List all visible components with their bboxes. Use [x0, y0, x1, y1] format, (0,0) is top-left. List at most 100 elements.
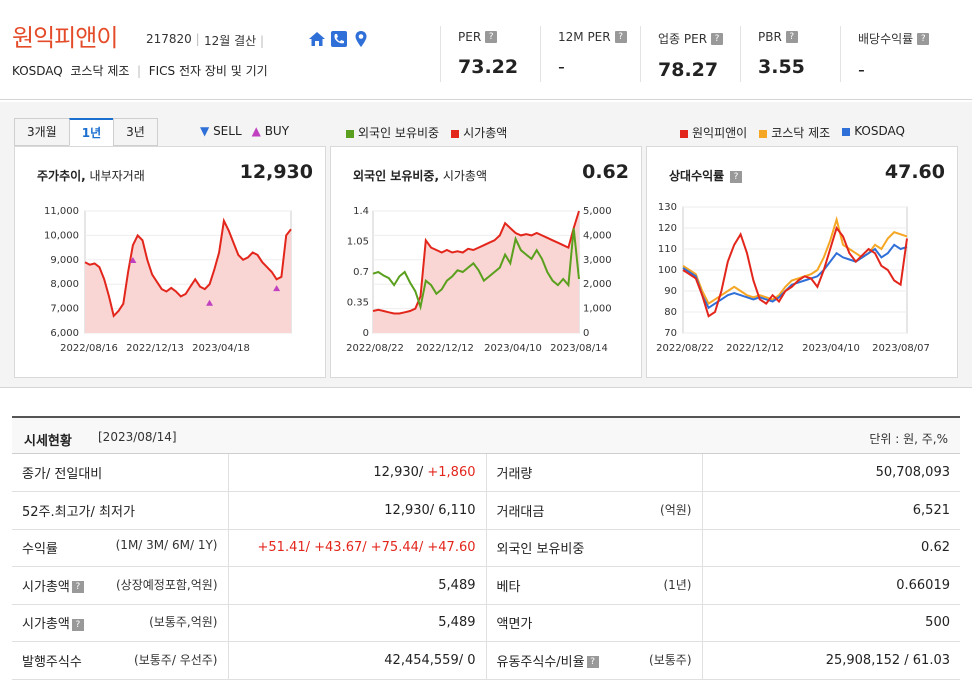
- y-left-tick-label: 1.05: [347, 237, 369, 248]
- help-icon[interactable]: ?: [586, 656, 599, 669]
- y-tick-label: 8,000: [50, 279, 79, 290]
- y-tick-label: 130: [658, 202, 677, 213]
- table-row: 52주.최고가/ 최저가 12,930/ 6,110 거래대금 (억원) 6,521: [12, 491, 960, 530]
- price-panel: 주가추이, 내부자거래 12,930 11,000 10,000 9,000 8,00…: [14, 146, 326, 378]
- foreign-panel: 외국인 보유비중, 시가총액 0.62 1.4 1.05 0.7 0.35 0 5,000…: [330, 146, 642, 378]
- y-tick-label: 7,000: [50, 304, 79, 315]
- row-value: 0.66019: [702, 566, 960, 605]
- x-tick-label: 2023/04/18: [192, 343, 250, 354]
- home-icon[interactable]: [308, 30, 326, 48]
- y-left-tick-label: 0: [363, 328, 369, 339]
- phone-icon[interactable]: [330, 30, 348, 48]
- buy-marker: [273, 285, 281, 292]
- panel-value: 47.60: [884, 161, 945, 183]
- relative-chart: 130 120 110 100 90 80 70 2022/08/22 2022/12/12 20…: [656, 202, 930, 354]
- metric-divider: [840, 26, 841, 82]
- row-value: 42,454,559/ 0: [228, 641, 487, 680]
- tab-1y[interactable]: 1년: [68, 118, 115, 146]
- y-tick-label: 70: [664, 328, 677, 339]
- metric-divider: [540, 26, 541, 82]
- sell-legend: ▼ SELL: [200, 124, 242, 138]
- help-icon[interactable]: ?: [614, 31, 627, 43]
- sector-line: KOSDAQ 코스닥 제조 | FICS 전자 장비 및 기기: [12, 64, 268, 78]
- metric-divider: [740, 26, 741, 82]
- table-date: [2023/08/14]: [98, 430, 177, 444]
- row-label: 거래량: [486, 454, 703, 492]
- help-icon[interactable]: ?: [711, 32, 724, 45]
- row-value: 50,708,093: [702, 454, 960, 492]
- table-title: 시세현황: [24, 434, 72, 449]
- table-row: 시가총액? (보통주,억원) 5,489 액면가 500: [12, 604, 960, 642]
- buy-legend: ▲ BUY: [251, 124, 290, 138]
- help-icon[interactable]: ?: [917, 32, 930, 45]
- y-right-tick-label: 5,000: [583, 206, 612, 217]
- x-tick-label: 2023/04/10: [802, 343, 860, 354]
- row-label: 시가총액? (보통주,억원): [12, 604, 229, 642]
- help-icon[interactable]: ?: [785, 31, 798, 43]
- buy-marker: [206, 299, 214, 306]
- quote-rows: 종가/ 전일대비 12,930/ +1,860 거래량 50,708,093 52주.최…: [12, 454, 960, 680]
- row-value: 12,930/ 6,110: [228, 491, 487, 530]
- help-icon[interactable]: ?: [71, 618, 84, 631]
- table-row: 수익률 (1M/ 3M/ 6M/ 1Y) +51.41/ +43.67/ +75.4…: [12, 529, 960, 567]
- y-right-tick-label: 4,000: [583, 230, 612, 241]
- quote-table: 시세현황 [2023/08/14] 단위 : 원, 주,% 종가/ 전일대비 12…: [12, 416, 960, 680]
- tab-3m[interactable]: 3개월: [14, 118, 70, 146]
- y-tick-label: 9,000: [50, 255, 79, 266]
- panel-value: 12,930: [239, 161, 313, 183]
- chart-area: 3개월 1년 3년 ▼ SELL ▲ BUY 외국인 보유비중 시가총액 원익피…: [0, 102, 972, 388]
- price-line: [84, 217, 292, 318]
- price-chart: 11,000 10,000 9,000 8,000 7,000 6,000 2022/08/…: [44, 206, 292, 354]
- rel-line-wonik: [682, 225, 908, 318]
- panel-title: 주가추이, 내부자거래: [37, 169, 145, 183]
- y-tick-label: 6,000: [50, 328, 79, 339]
- panel-title: 외국인 보유비중, 시가총액: [353, 169, 488, 183]
- company-name: 원익피앤이: [12, 24, 118, 52]
- y-left-tick-label: 0.7: [353, 267, 369, 278]
- metric-sector-per: 업종 PER? 78.27: [658, 30, 724, 81]
- foreign-line: [372, 228, 580, 311]
- mktcap-line: [372, 210, 580, 315]
- x-tick-label: 2023/08/07: [872, 343, 930, 354]
- price-area: [85, 220, 291, 333]
- y-tick-label: 10,000: [44, 230, 79, 241]
- metric-dividend-yield: 배당수익률? -: [858, 30, 930, 81]
- legend-rel1: 원익피앤이: [680, 124, 747, 141]
- y-tick-label: 100: [658, 265, 677, 276]
- relative-panel: 상대수익률 ? 47.60 130 120 110 100 90 80 70 2022/08/…: [646, 146, 958, 378]
- y-tick-label: 11,000: [44, 206, 79, 217]
- help-icon[interactable]: ?: [485, 31, 498, 43]
- y-left-tick-label: 0.35: [347, 298, 369, 309]
- help-icon[interactable]: ?: [730, 170, 743, 183]
- y-right-tick-label: 0: [583, 328, 589, 339]
- x-tick-label: 2022/12/13: [126, 343, 184, 354]
- x-tick-label: 2023/04/10: [484, 343, 542, 354]
- row-value: 25,908,152 / 61.03: [702, 641, 960, 680]
- metric-divider: [640, 26, 641, 82]
- row-label: 유동주식수/비율? (보통주): [486, 641, 703, 680]
- x-tick-label: 2022/08/22: [656, 343, 714, 354]
- x-tick-label: 2022/12/12: [726, 343, 784, 354]
- row-value: 6,521: [702, 491, 960, 530]
- legend-rel3: KOSDAQ: [842, 124, 905, 141]
- legend-foreign: 외국인 보유비중: [346, 124, 439, 141]
- row-value: 5,489: [228, 566, 487, 605]
- row-value: 5,489: [228, 604, 487, 642]
- row-label: 외국인 보유비중: [486, 529, 703, 567]
- row-label: 수익률 (1M/ 3M/ 6M/ 1Y): [12, 529, 229, 567]
- trade-legend: ▼ SELL ▲ BUY: [200, 124, 289, 138]
- location-pin-icon[interactable]: [352, 30, 370, 48]
- row-label: 액면가: [486, 604, 703, 642]
- help-icon[interactable]: ?: [71, 581, 84, 594]
- table-row: 종가/ 전일대비 12,930/ +1,860 거래량 50,708,093: [12, 454, 960, 492]
- fiscal-info: 12월 결산 |: [204, 34, 265, 48]
- stock-code: 217820 |: [146, 32, 200, 46]
- row-label: 발행주식수 (보통주/ 우선주): [12, 641, 229, 680]
- metric-per: PER? 73.22: [458, 30, 519, 78]
- tab-3y[interactable]: 3년: [113, 118, 158, 146]
- x-tick-label: 2023/08/14: [550, 343, 608, 354]
- panel-title: 상대수익률 ?: [669, 167, 744, 184]
- row-value: 500: [702, 604, 960, 642]
- x-tick-label: 2022/08/16: [60, 343, 118, 354]
- header-icons: [308, 30, 370, 48]
